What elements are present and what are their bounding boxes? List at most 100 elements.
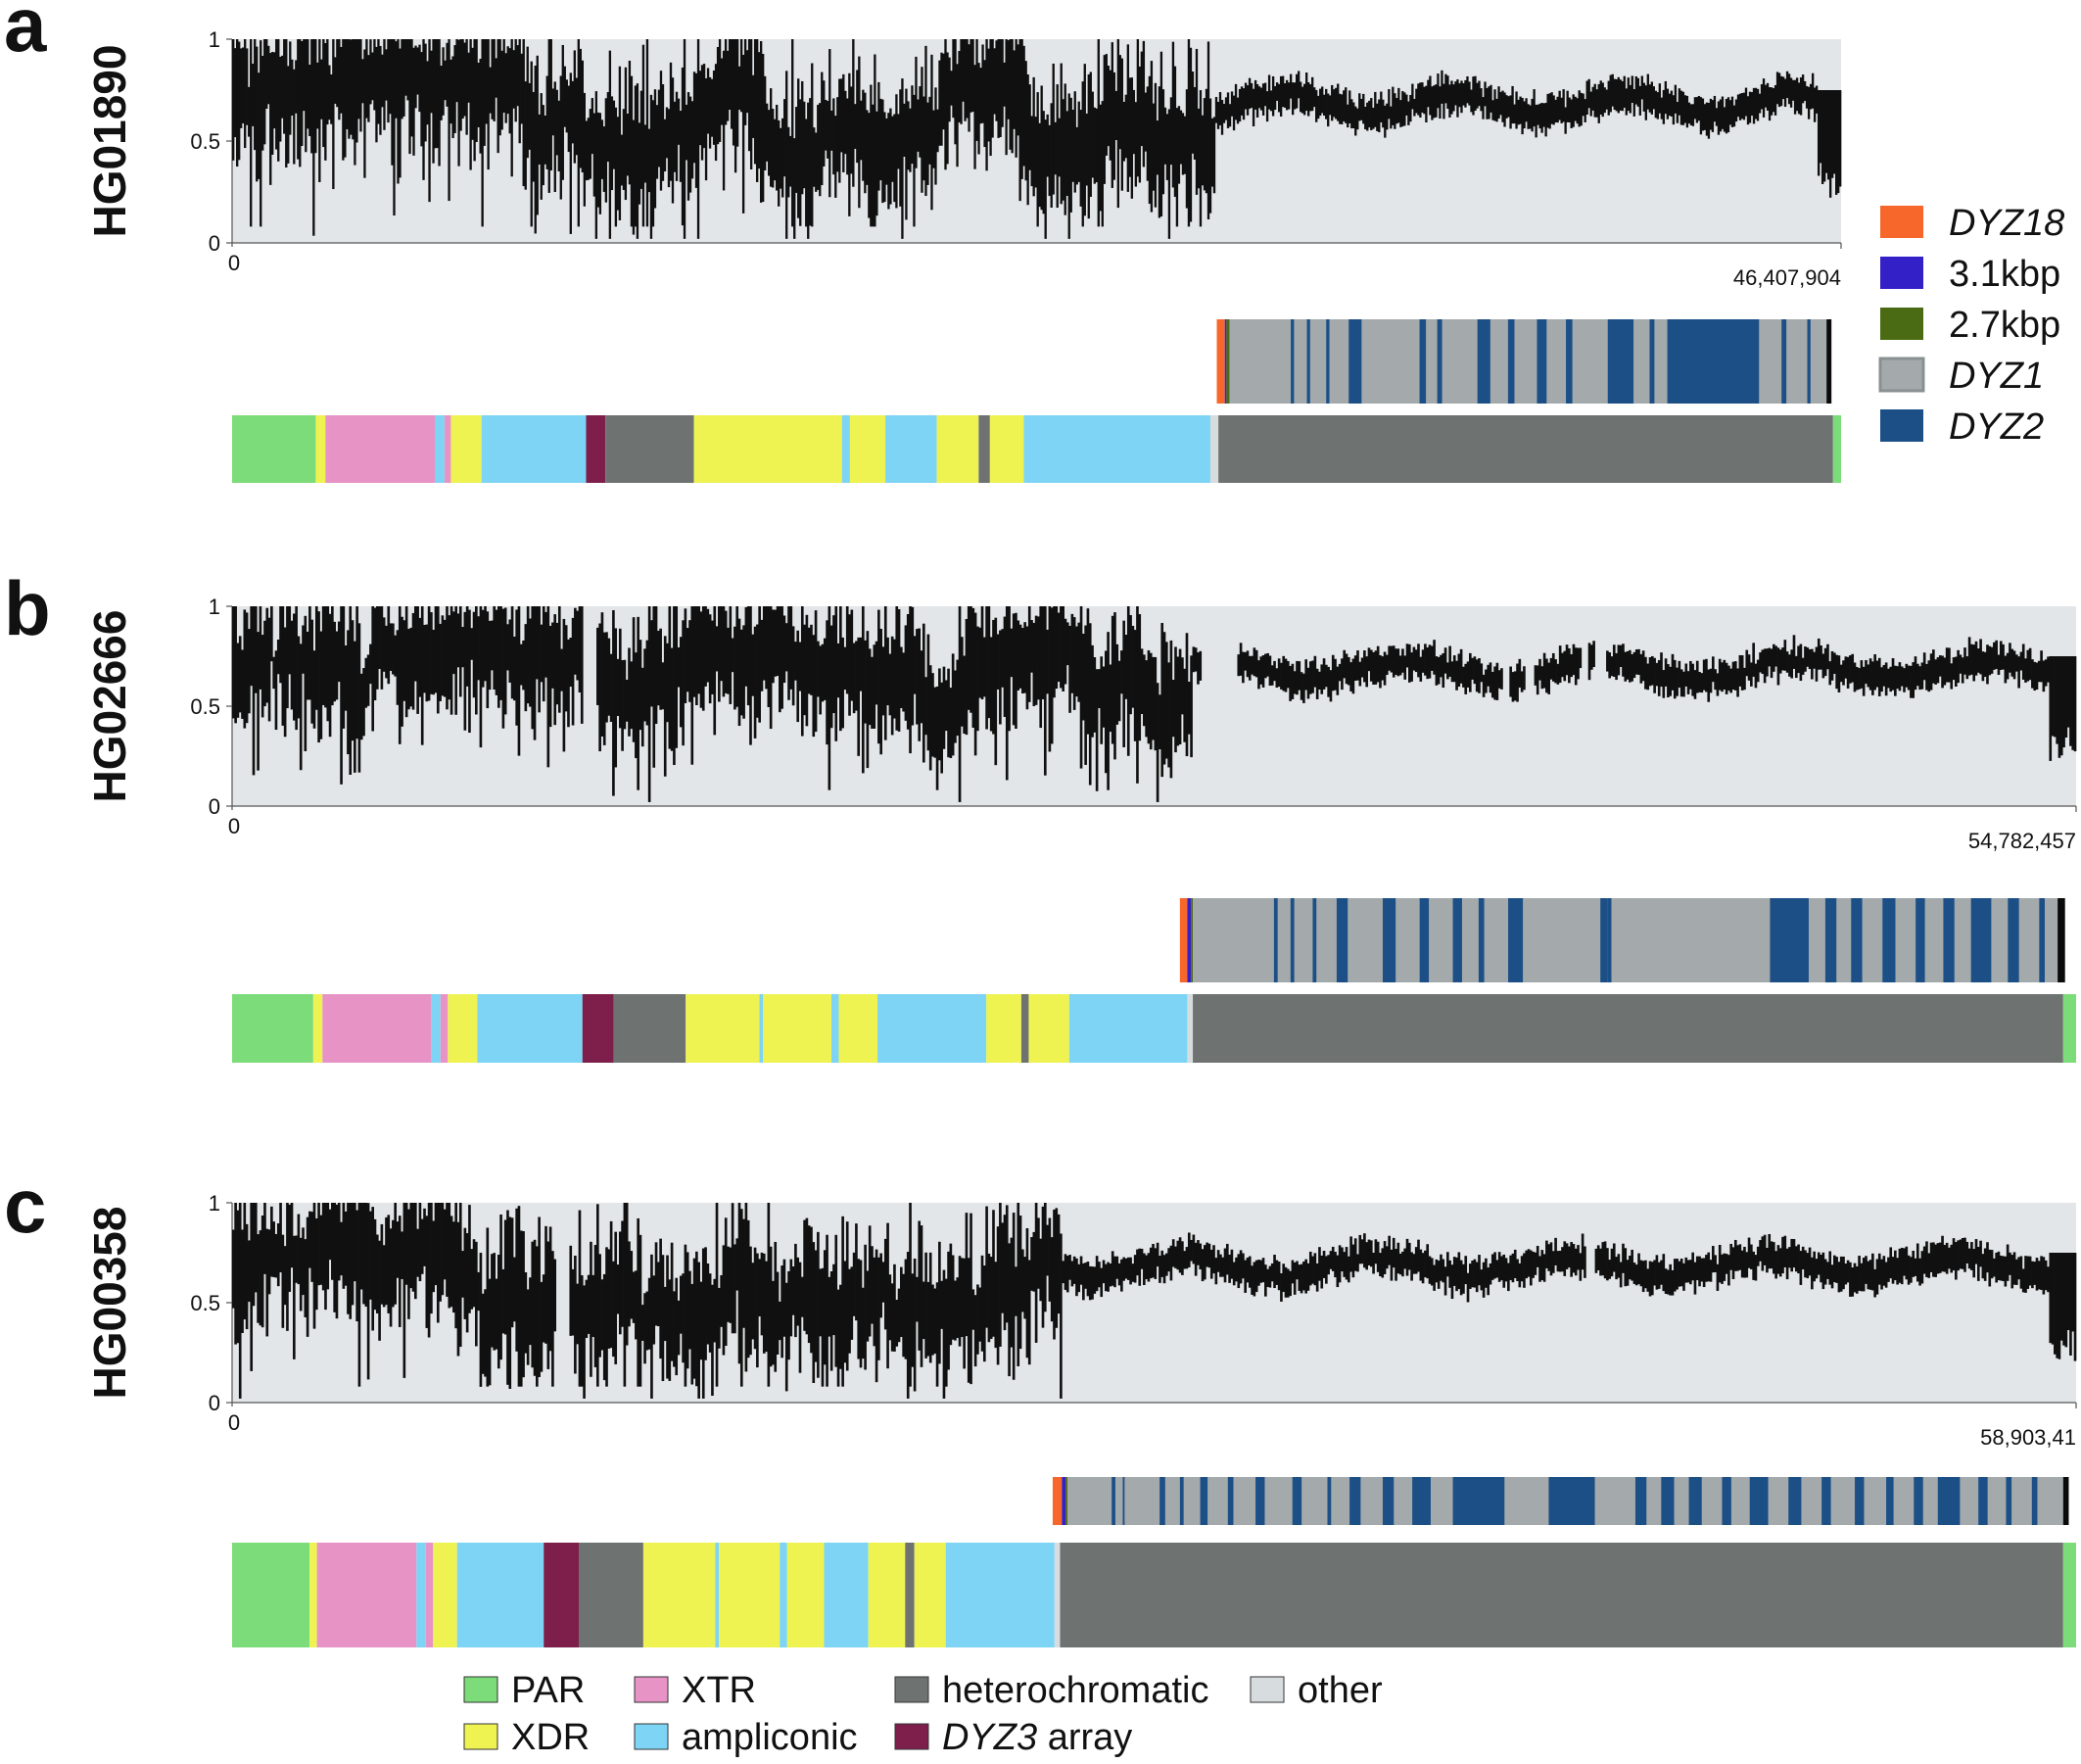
- signal-bar: [679, 637, 683, 728]
- signal-bar: [1713, 95, 1717, 122]
- signal-bar: [2049, 1253, 2053, 1344]
- signal-bar: [1669, 1263, 1673, 1296]
- signal-bar: [1990, 1250, 1994, 1279]
- signal-bar: [1050, 1237, 1054, 1322]
- signal-bar: [1372, 1252, 1375, 1274]
- signal-bar: [1112, 72, 1115, 180]
- signal-bar: [772, 109, 775, 188]
- satellite-segment-dyz2: [1607, 898, 1612, 982]
- signal-bar: [1318, 671, 1321, 691]
- signal-bar: [347, 1203, 350, 1314]
- satellite-segment-dyz2: [1937, 1477, 1961, 1525]
- signal-bar: [1572, 1244, 1576, 1273]
- signal-bar: [956, 64, 959, 167]
- signal-bar: [344, 644, 348, 711]
- signal-bar: [1678, 1261, 1681, 1287]
- signal-bar: [600, 612, 604, 737]
- satellite-segment-dyz2: [1452, 1477, 1505, 1525]
- signal-bar: [922, 96, 925, 181]
- signal-bar: [1457, 1252, 1461, 1290]
- signal-bar: [1473, 1259, 1477, 1288]
- signal-bar: [630, 75, 634, 227]
- signal-bar: [236, 643, 240, 718]
- signal-bar: [728, 39, 732, 110]
- satellite-segment-black: [2057, 898, 2065, 982]
- signal-bar: [893, 639, 896, 719]
- signal-bar: [1855, 666, 1859, 691]
- signal-bar: [944, 1278, 948, 1387]
- signal-bar: [1520, 671, 1524, 692]
- signal-bar: [1437, 73, 1440, 109]
- signal-bar: [252, 1203, 256, 1307]
- signal-bar: [952, 39, 955, 119]
- signal-bar: [600, 119, 604, 179]
- signal-bar: [614, 1231, 618, 1364]
- region-segment-heterochromatic: [1193, 994, 2063, 1063]
- signal-bar: [901, 78, 904, 239]
- signal-bar: [2057, 1253, 2061, 1359]
- signal-bar: [999, 630, 1002, 725]
- signal-bar: [1527, 104, 1530, 129]
- signal-bar: [395, 41, 398, 119]
- signal-bar: [1516, 663, 1519, 702]
- signal-bar: [958, 51, 961, 122]
- signal-bar: [610, 96, 614, 191]
- sample-label: HG00358: [84, 1207, 135, 1400]
- signal-bar: [1627, 77, 1630, 112]
- satellite-segment-3-1kbp: [1062, 1477, 1066, 1525]
- signal-bar: [1299, 81, 1302, 113]
- signal-bar: [618, 66, 622, 220]
- signal-bar: [299, 1237, 303, 1311]
- signal-bar: [495, 609, 498, 695]
- signal-bar: [596, 1204, 599, 1387]
- signal-bar: [1824, 90, 1828, 173]
- signal-bar: [1333, 89, 1336, 118]
- signal-bar: [585, 1279, 589, 1338]
- signal-bar: [449, 1216, 453, 1308]
- signal-bar: [448, 615, 451, 700]
- region-segment-other: [1054, 1543, 1061, 1647]
- signal-bar: [446, 1203, 449, 1297]
- signal-bar: [1617, 76, 1620, 114]
- region-segment-ampliconic: [715, 1543, 720, 1647]
- signal-bar: [1587, 78, 1590, 109]
- signal-bar: [1077, 101, 1080, 182]
- signal-bar: [1551, 652, 1555, 682]
- signal-bar: [1378, 99, 1381, 133]
- signal-bar: [2010, 1255, 2014, 1289]
- signal-bar: [647, 1277, 651, 1350]
- signal-bar: [985, 606, 988, 730]
- signal-bar: [724, 610, 728, 693]
- signal-bar: [1589, 91, 1592, 117]
- signal-bar: [1257, 660, 1260, 690]
- satellite-segment-dyz2: [1327, 1477, 1332, 1525]
- satellite-segment-dyz2: [1508, 898, 1524, 982]
- signal-bar: [1894, 665, 1897, 696]
- signal-bar: [1270, 665, 1274, 686]
- signal-bar: [1246, 85, 1250, 116]
- signal-bar: [553, 1259, 557, 1332]
- signal-bar: [2044, 1260, 2048, 1291]
- signal-bar: [1766, 82, 1770, 111]
- signal-bar: [1478, 1255, 1481, 1286]
- signal-bar: [375, 1234, 379, 1313]
- signal-bar: [900, 1266, 903, 1338]
- signal-bar: [751, 74, 755, 138]
- signal-bar: [791, 39, 794, 227]
- signal-bar: [430, 50, 433, 114]
- signal-bar: [1768, 1233, 1772, 1269]
- y-tick-label: 0.5: [190, 694, 220, 719]
- sample-label: HG02666: [84, 610, 135, 803]
- signal-bar: [1639, 653, 1643, 684]
- signal-bar: [324, 606, 327, 708]
- signal-bar: [1386, 1246, 1389, 1269]
- signal-bar: [1950, 663, 1954, 690]
- signal-bar: [1695, 1256, 1699, 1281]
- signal-bar: [377, 39, 380, 124]
- signal-bar: [387, 606, 391, 685]
- signal-bar: [1450, 80, 1453, 115]
- signal-bar: [1152, 103, 1156, 191]
- signal-bar: [420, 52, 423, 147]
- signal-bar: [328, 613, 332, 738]
- signal-bar: [1570, 99, 1573, 128]
